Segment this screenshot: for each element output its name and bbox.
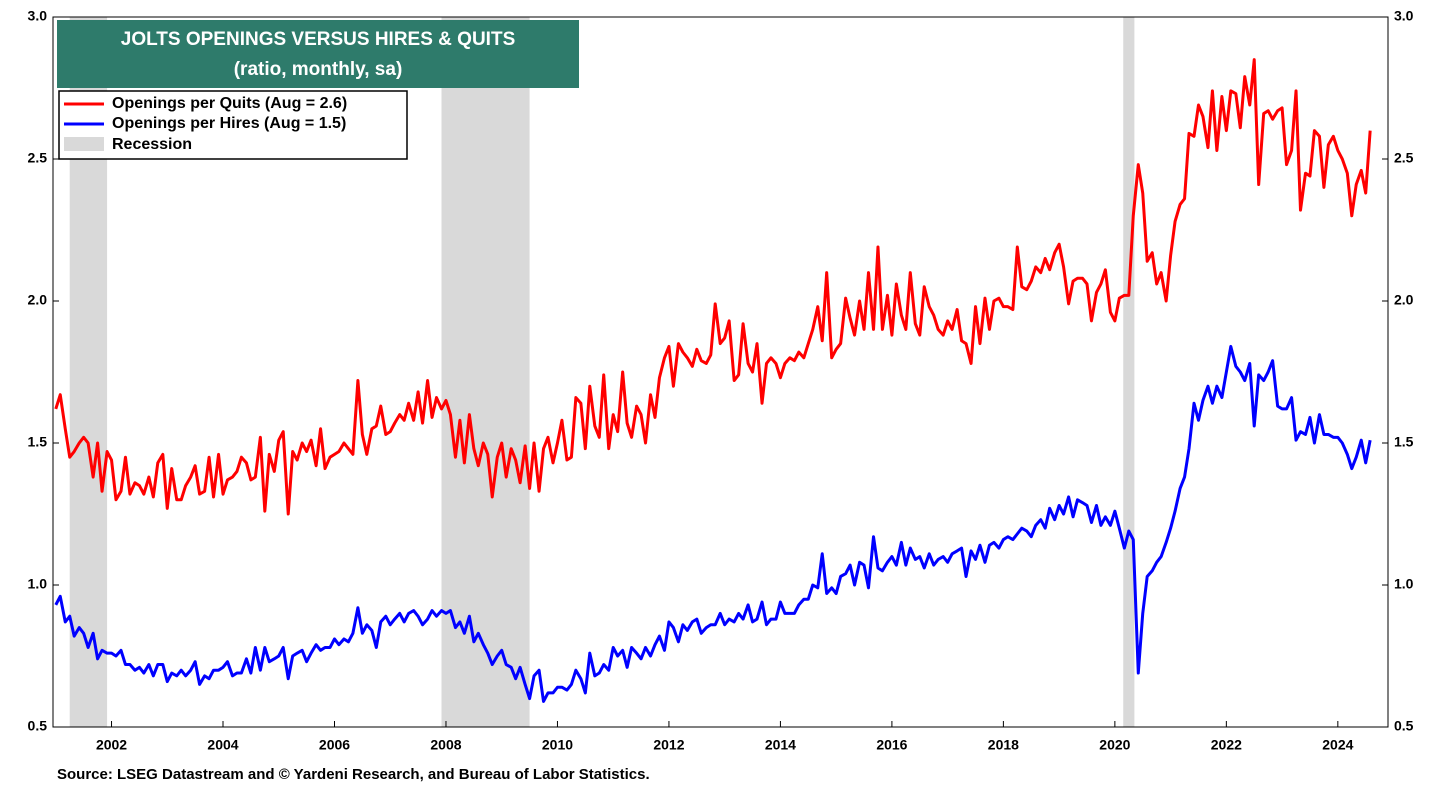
y-tick-label: 2.0 <box>28 292 48 308</box>
x-tick-label: 2024 <box>1322 737 1353 753</box>
x-tick-label: 2020 <box>1099 737 1130 753</box>
y-tick-label: 3.0 <box>28 8 48 24</box>
data-line <box>54 58 1372 516</box>
x-tick-label: 2004 <box>207 737 238 753</box>
y-tick-label: 2.5 <box>28 150 48 166</box>
y2-tick-label: 0.5 <box>1394 718 1414 734</box>
recession-band <box>1123 17 1135 727</box>
line-layer <box>54 58 1372 703</box>
source-note: Source: LSEG Datastream and © Yardeni Re… <box>57 766 650 783</box>
x-tick-label: 2014 <box>765 737 796 753</box>
legend-box <box>58 90 408 160</box>
recession-band <box>441 17 530 727</box>
y-tick-label: 1.0 <box>28 576 48 592</box>
legend-swatch <box>64 137 104 151</box>
title-box <box>57 20 579 88</box>
y2-tick-label: 1.5 <box>1394 434 1414 450</box>
data-line <box>54 344 1372 703</box>
y2-tick-label: 1.0 <box>1394 576 1414 592</box>
y-tick-label: 0.5 <box>28 718 48 734</box>
legend: Recession Openings per Quits (Aug = 2.6)… <box>58 90 408 160</box>
x-tick-label: 2012 <box>653 737 684 753</box>
legend-label: Recession <box>112 136 192 153</box>
y-tick-label: 1.5 <box>28 434 48 450</box>
x-tick-label: 2016 <box>876 737 907 753</box>
plot-frame <box>52 16 1389 728</box>
chart-title: JOLTS OPENINGS VERSUS HIRES & QUITS <box>121 29 516 50</box>
x-tick-label: 2008 <box>430 737 461 753</box>
y2-tick-label: 2.0 <box>1394 292 1414 308</box>
x-tick-label: 2018 <box>988 737 1019 753</box>
legend-label: Openings per Hires (Aug = 1.5) <box>112 115 346 132</box>
y2-tick-label: 2.5 <box>1394 150 1414 166</box>
y2-tick-label: 3.0 <box>1394 8 1414 24</box>
legend-label: Openings per Quits (Aug = 2.6) <box>112 95 347 112</box>
x-tick-label: 2002 <box>96 737 127 753</box>
x-tick-label: 2006 <box>319 737 350 753</box>
x-tick-label: 2022 <box>1211 737 1242 753</box>
x-tick-label: 2010 <box>542 737 573 753</box>
chart-subtitle: (ratio, monthly, sa) <box>234 59 403 80</box>
